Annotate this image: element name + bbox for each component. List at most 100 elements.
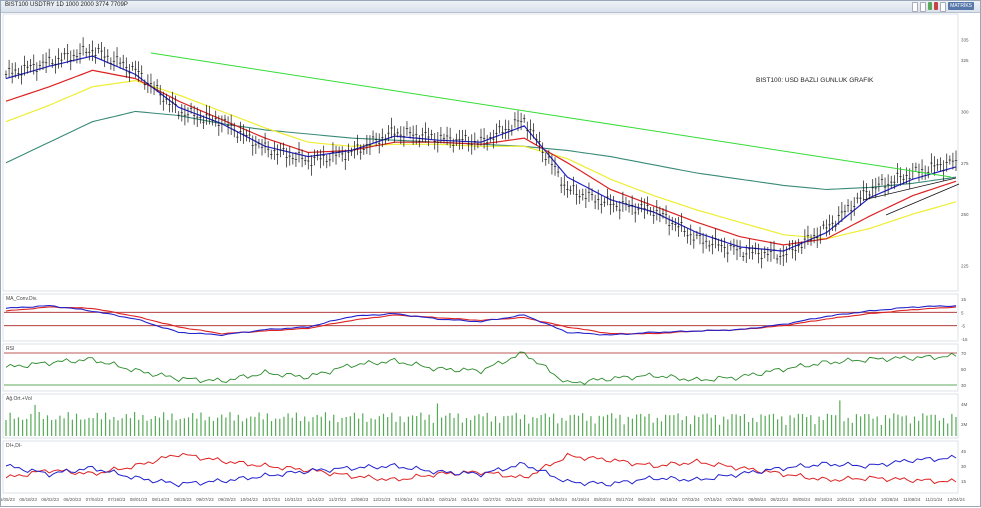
date-axis-label: 11/21/24 bbox=[925, 497, 943, 502]
date-axis-label: 09/05/24 bbox=[793, 497, 811, 502]
macd-panel-label: MA_Conv.Div. bbox=[6, 296, 37, 302]
volume-panel-frame bbox=[2, 393, 959, 439]
date-axis-label: 01/18/24 bbox=[417, 497, 435, 502]
macd-axis-label: -5 bbox=[961, 324, 965, 329]
title-bar: BIST100 USDTRY 1D 1000 2000 3774 7709P M… bbox=[1, 1, 980, 13]
date-axis-label: 08/25/23 bbox=[174, 497, 192, 502]
date-axis-label: 10/31/23 bbox=[284, 497, 302, 502]
date-axis-label: 07/29/24 bbox=[726, 497, 744, 502]
toolbar-button-4[interactable] bbox=[934, 2, 939, 10]
ema-mid-line bbox=[5, 69, 957, 246]
rsi-line bbox=[5, 351, 957, 385]
toolbar-button-3[interactable] bbox=[928, 2, 933, 10]
date-axis-label: 06/02/23 bbox=[41, 497, 59, 502]
channel-lower-line bbox=[885, 183, 960, 216]
date-axis-label: 05/18/23 bbox=[19, 497, 37, 502]
date-axis-label: 07/04/23 bbox=[86, 497, 104, 502]
axis-layer: 335 325 300 275 250 225 15 5 -5 -15 70 50 30 4M 2M 45 30… bbox=[1, 38, 969, 502]
volume-axis-label: 4M bbox=[961, 402, 968, 407]
price-axis-label: 335 bbox=[961, 38, 969, 43]
date-axis-label: 02/14/24 bbox=[461, 497, 479, 502]
date-axis-label: 08/09/24 bbox=[748, 497, 766, 502]
di-plus-line bbox=[5, 454, 957, 488]
date-axis-label: 08/01/23 bbox=[130, 497, 148, 502]
date-axis-label: 06/18/24 bbox=[660, 497, 678, 502]
dmi-axis-label: 15 bbox=[961, 479, 967, 484]
date-axis-label: 03/22/24 bbox=[527, 497, 545, 502]
date-axis-label: 04/04/24 bbox=[550, 497, 568, 502]
volume-layer bbox=[5, 400, 957, 436]
macd-axis-label: 15 bbox=[961, 297, 967, 302]
rsi-axis-label: 50 bbox=[961, 367, 967, 372]
volume-axis-label: 2M bbox=[961, 422, 968, 427]
price-layer bbox=[4, 37, 960, 269]
date-axis-label: 05/17/24 bbox=[616, 497, 634, 502]
price-axis-label: 275 bbox=[961, 161, 969, 166]
macd-line bbox=[5, 304, 957, 337]
ema-long-line bbox=[5, 79, 957, 240]
macd-panel-frame bbox=[2, 293, 959, 342]
date-axis-label: 03/11/24 bbox=[506, 497, 524, 502]
date-axis-label: 09/07/23 bbox=[196, 497, 214, 502]
macd-axis-label: 5 bbox=[961, 310, 964, 315]
date-axis-label: 07/03/24 bbox=[682, 497, 700, 502]
dmi-axis-label: 45 bbox=[961, 449, 967, 454]
date-axis-label: 07/19/23 bbox=[108, 497, 126, 502]
macd-layer bbox=[4, 304, 957, 337]
title-buttons: MATRİKS bbox=[912, 2, 974, 12]
dmi-panel-frame bbox=[2, 440, 959, 494]
date-axis-label: 12/08/23 bbox=[351, 497, 369, 502]
date-axis-label: 02/27/24 bbox=[483, 497, 501, 502]
dmi-layer bbox=[5, 452, 957, 488]
macd-axis-label: -15 bbox=[961, 337, 968, 342]
date-axis-label: 06/20/23 bbox=[64, 497, 82, 502]
date-axis-label: 10/01/24 bbox=[837, 497, 855, 502]
date-axis-label: 12/21/23 bbox=[373, 497, 391, 502]
price-axis-label: 300 bbox=[961, 109, 969, 114]
date-axis-label: 01/05/24 bbox=[395, 497, 413, 502]
date-axis-label: 06/03/24 bbox=[638, 497, 656, 502]
date-axis-label: 07/16/24 bbox=[704, 497, 722, 502]
rsi-panel-frame bbox=[2, 343, 959, 392]
toolbar-button-1[interactable] bbox=[912, 2, 919, 12]
volume-panel-label: Ağ.Ort.+Vol bbox=[6, 396, 32, 402]
descending-trendline bbox=[150, 52, 952, 178]
window-title: BIST100 USDTRY 1D 1000 2000 3774 7709P bbox=[5, 2, 128, 8]
rsi-layer bbox=[4, 351, 957, 386]
date-axis-label: 11/08/24 bbox=[903, 497, 921, 502]
date-axis-label: 12/04/24 bbox=[947, 497, 965, 502]
price-axis-label: 325 bbox=[961, 58, 969, 63]
dmi-axis-label: 30 bbox=[961, 464, 967, 469]
matriks-button[interactable]: MATRİKS bbox=[948, 2, 974, 10]
price-axis-label: 225 bbox=[961, 263, 969, 268]
date-axis-label: 05/05/23 bbox=[1, 497, 15, 502]
date-axis-label: 05/03/24 bbox=[594, 497, 612, 502]
date-axis-label: 02/01/24 bbox=[439, 497, 457, 502]
macd-signal-line bbox=[5, 306, 957, 335]
rsi-axis-label: 70 bbox=[961, 351, 967, 356]
date-axis-label: 10/28/24 bbox=[881, 497, 899, 502]
di-minus-line bbox=[5, 452, 957, 485]
toolbar-button-2[interactable] bbox=[920, 2, 927, 12]
date-axis-label: 10/04/23 bbox=[240, 497, 258, 502]
toolbar-button-5[interactable] bbox=[940, 2, 947, 12]
date-axis-label: 11/14/23 bbox=[307, 497, 325, 502]
rsi-axis-label: 30 bbox=[961, 383, 967, 388]
date-axis-label: 10/14/24 bbox=[859, 497, 877, 502]
date-axis-label: 04/19/24 bbox=[572, 497, 590, 502]
date-axis-label: 09/20/23 bbox=[218, 497, 236, 502]
date-axis-label: 11/27/23 bbox=[329, 497, 347, 502]
date-axis-label: 10/17/23 bbox=[262, 497, 280, 502]
ema-vlong-line bbox=[5, 110, 957, 191]
chart-annotation: BIST100: USD BAZLI GUNLUK GRAFIK bbox=[756, 77, 874, 84]
date-axis-label: 09/18/24 bbox=[815, 497, 833, 502]
channel-upper-line bbox=[862, 177, 957, 201]
rsi-panel-label: RSI bbox=[6, 346, 14, 352]
price-axis-label: 250 bbox=[961, 212, 969, 217]
date-axis-label: 08/14/23 bbox=[152, 497, 170, 502]
date-axis-label: 08/22/24 bbox=[770, 497, 788, 502]
price-panel-frame bbox=[2, 13, 959, 292]
dmi-panel-label: DI+,DI- bbox=[6, 443, 22, 449]
